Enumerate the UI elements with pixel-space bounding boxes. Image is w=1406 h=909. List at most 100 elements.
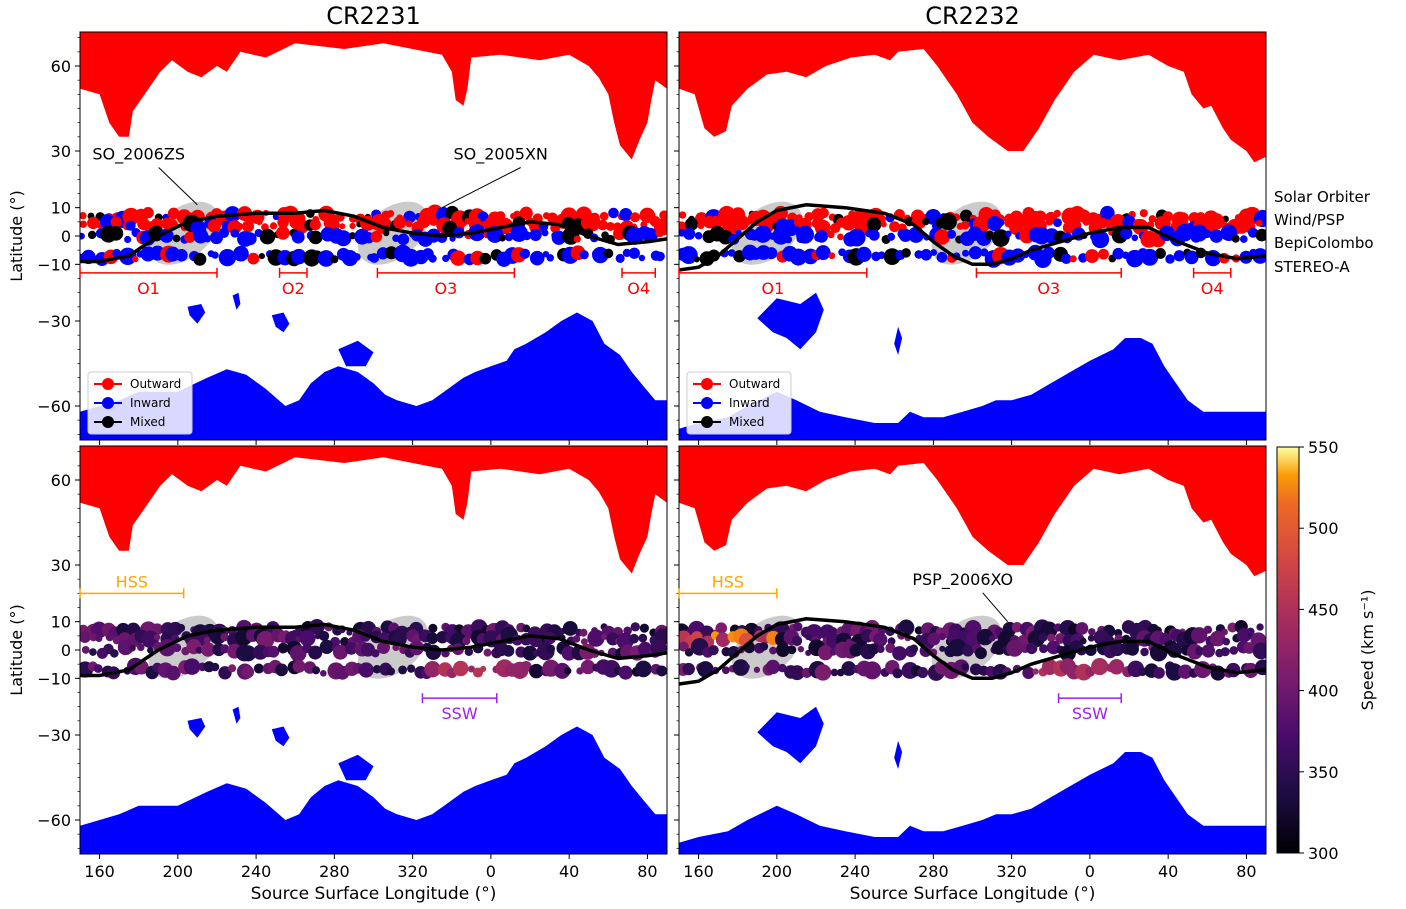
x-tick-label: 280 — [319, 862, 350, 881]
data-point — [308, 230, 323, 245]
data-point — [124, 235, 132, 244]
data-point — [629, 633, 639, 644]
data-point — [110, 649, 119, 658]
data-point — [1203, 229, 1212, 239]
data-point — [344, 642, 358, 655]
data-point — [1075, 622, 1089, 635]
data-point — [1112, 247, 1125, 260]
data-point — [683, 227, 696, 240]
data-point — [868, 229, 880, 241]
legend-marker — [102, 378, 114, 390]
y-tick-label: 30 — [51, 556, 71, 575]
data-point — [81, 645, 90, 654]
data-point — [147, 647, 154, 654]
data-point — [715, 632, 731, 647]
data-point — [921, 217, 930, 226]
data-point — [203, 636, 211, 644]
data-point — [948, 638, 966, 657]
data-point — [1110, 641, 1125, 657]
data-point — [80, 631, 91, 643]
data-point — [1155, 248, 1166, 259]
legend: Outward Inward Mixed — [87, 371, 193, 435]
data-point — [320, 670, 327, 677]
data-point — [276, 226, 290, 240]
data-point — [892, 668, 903, 679]
data-point — [572, 635, 581, 643]
data-point — [743, 219, 751, 226]
data-point — [1165, 663, 1183, 681]
data-point — [291, 230, 305, 244]
data-point — [230, 229, 240, 238]
data-point — [87, 216, 100, 230]
coronal-hole-patch — [187, 718, 206, 738]
colorbar-tick-label: 550 — [1308, 438, 1339, 457]
data-point — [1061, 253, 1072, 265]
data-point — [1148, 215, 1157, 223]
data-point — [938, 632, 946, 641]
data-point — [628, 247, 640, 259]
data-point — [597, 219, 608, 231]
data-point — [564, 667, 572, 675]
north-coronal-hole — [80, 446, 667, 574]
data-point — [638, 633, 648, 643]
data-point — [372, 664, 382, 674]
heliospheric-current-sheet — [679, 203, 1266, 272]
data-point — [371, 649, 380, 658]
data-point — [829, 627, 838, 636]
data-point — [403, 210, 416, 224]
data-point — [546, 254, 554, 262]
x-tick-label: 160 — [84, 862, 115, 881]
data-point — [339, 223, 346, 230]
data-point — [541, 229, 549, 237]
data-point — [582, 213, 601, 232]
data-point — [220, 632, 229, 642]
data-point — [529, 250, 545, 266]
data-point — [1120, 227, 1133, 240]
annotation: SO_2005XN — [441, 145, 548, 209]
data-point — [1195, 646, 1205, 656]
data-point — [635, 660, 652, 678]
data-point — [241, 665, 255, 679]
coronal-hole-patch — [338, 754, 374, 781]
heliospheric-current-sheet — [80, 622, 667, 678]
data-point — [580, 638, 588, 646]
y-tick-label: −30 — [37, 726, 71, 745]
data-point — [386, 667, 396, 676]
data-point — [1131, 234, 1139, 242]
data-point — [579, 628, 588, 637]
data-point — [220, 644, 230, 654]
coronal-hole-patch — [187, 304, 206, 324]
data-point — [228, 664, 237, 673]
y-tick-label: 60 — [51, 57, 71, 76]
y-axis-label: Latitude (°) — [7, 190, 26, 281]
data-point — [110, 216, 122, 228]
interval-label: O1 — [137, 279, 160, 298]
data-point — [743, 663, 750, 671]
interval-O3: O3 — [376, 267, 516, 298]
x-tick-label: 320 — [397, 862, 428, 881]
x-tick-label: 280 — [918, 862, 949, 881]
interval-HSS: HSS — [79, 572, 185, 599]
data-point — [519, 206, 533, 220]
data-point — [655, 251, 665, 262]
north-coronal-hole — [80, 32, 667, 160]
data-point — [1190, 224, 1208, 242]
data-point — [880, 221, 887, 228]
data-point — [841, 215, 857, 231]
data-point — [80, 220, 88, 228]
data-point — [299, 630, 316, 647]
interval-O1: O1 — [79, 267, 218, 298]
data-point — [600, 633, 608, 641]
plot-area — [679, 446, 1266, 854]
legend: Outward Inward Mixed — [686, 371, 792, 435]
data-point — [1032, 668, 1039, 675]
legend-box — [87, 371, 193, 435]
data-point — [483, 648, 492, 657]
data-point — [1229, 646, 1239, 655]
data-point — [693, 256, 700, 263]
colorbar: 300 350 400 450 500 550 Speed (km s⁻¹) — [1276, 438, 1377, 863]
data-point — [1178, 664, 1193, 679]
data-point — [218, 249, 237, 267]
data-point — [637, 641, 653, 657]
legend-label: Inward — [729, 396, 770, 410]
